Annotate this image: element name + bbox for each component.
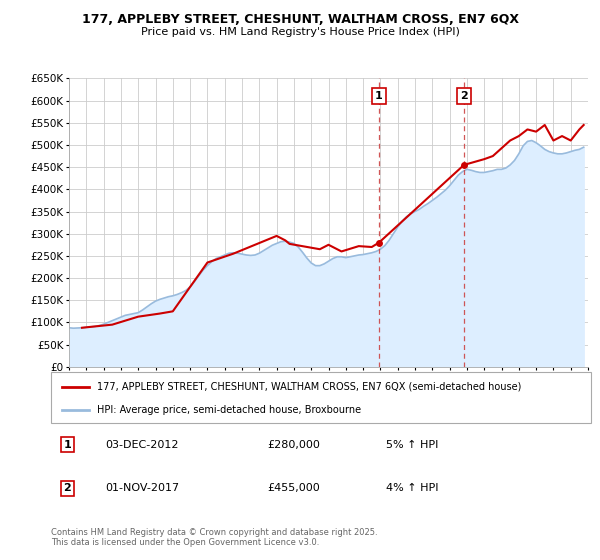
Text: Contains HM Land Registry data © Crown copyright and database right 2025.
This d: Contains HM Land Registry data © Crown c… [51,528,377,547]
Text: 01-NOV-2017: 01-NOV-2017 [105,483,179,493]
Text: 2: 2 [64,483,71,493]
Text: £280,000: £280,000 [267,440,320,450]
Text: £455,000: £455,000 [267,483,320,493]
Text: 5% ↑ HPI: 5% ↑ HPI [386,440,438,450]
Text: Price paid vs. HM Land Registry's House Price Index (HPI): Price paid vs. HM Land Registry's House … [140,27,460,38]
Text: 03-DEC-2012: 03-DEC-2012 [105,440,179,450]
Text: 177, APPLEBY STREET, CHESHUNT, WALTHAM CROSS, EN7 6QX (semi-detached house): 177, APPLEBY STREET, CHESHUNT, WALTHAM C… [97,381,521,391]
Text: HPI: Average price, semi-detached house, Broxbourne: HPI: Average price, semi-detached house,… [97,405,361,415]
Text: 1: 1 [375,91,383,101]
FancyBboxPatch shape [51,372,591,423]
Text: 1: 1 [64,440,71,450]
Text: 4% ↑ HPI: 4% ↑ HPI [386,483,438,493]
Text: 2: 2 [460,91,468,101]
Text: 177, APPLEBY STREET, CHESHUNT, WALTHAM CROSS, EN7 6QX: 177, APPLEBY STREET, CHESHUNT, WALTHAM C… [82,13,518,26]
